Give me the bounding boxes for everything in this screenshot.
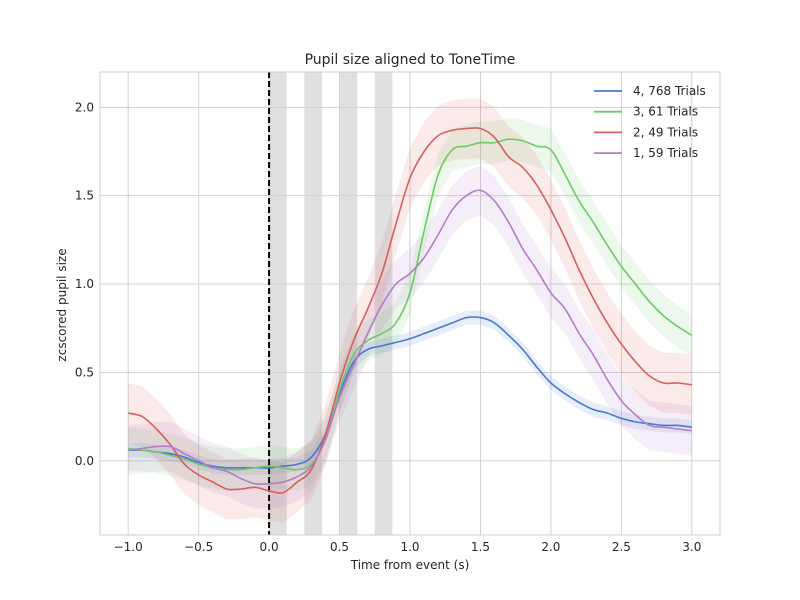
x-tick-label: 0.5 [330,540,349,554]
confidence-band [128,117,692,491]
x-tick-label: −1.0 [114,540,143,554]
legend: 4, 768 Trials 3, 61 Trials 2, 49 Trials 1, … [594,84,706,160]
plot-border [99,71,721,536]
x-tick-label: 2.0 [541,540,560,554]
legend-label: 1, 59 Trials [633,146,698,160]
confidence-band [128,165,692,509]
legend-item: 4, 768 Trials [594,84,706,98]
legend-label: 2, 49 Trials [633,125,698,139]
plot-frame [99,71,721,536]
x-tick-label: 0.0 [260,540,279,554]
y-tick-labels: 0.0 0.5 1.0 1.5 2.0 [75,100,94,467]
series-line-1 [128,316,692,469]
legend-item: 2, 49 Trials [594,125,698,139]
stimulus-interval [304,72,322,535]
y-tick-label: 1.0 [75,277,94,291]
legend-label: 4, 768 Trials [633,84,706,98]
series-line-3 [127,127,692,494]
legend-item: 3, 61 Trials [594,105,698,119]
x-tick-label: 2.5 [612,540,631,554]
stimulus-interval [269,72,287,535]
x-tick-label: 3.0 [682,540,701,554]
series-line-2 [128,138,693,471]
legend-label: 3, 61 Trials [633,105,698,119]
chart-title: Pupil size aligned to ToneTime [305,52,516,68]
y-tick-label: 1.5 [75,189,94,203]
x-tick-label: 1.0 [400,540,419,554]
legend-item: 1, 59 Trials [594,146,698,160]
stimulus-interval [339,72,358,535]
x-tick-label: 1.5 [471,540,490,554]
grid-lines [100,72,720,535]
x-tick-label: −0.5 [184,540,213,554]
y-tick-label: 0.0 [75,454,94,468]
series-lines [127,127,693,494]
stimulus-intervals [269,72,393,535]
confidence-band [128,98,692,523]
y-tick-label: 0.5 [75,365,94,379]
y-axis-label: zcscored pupil size [55,248,69,361]
y-tick-label: 2.0 [75,100,94,114]
x-tick-labels: −1.0 −0.5 0.0 0.5 1.0 1.5 2.0 2.5 3.0 [114,540,702,554]
x-axis-label: Time from event (s) [350,558,470,572]
series-line-4 [128,189,692,486]
